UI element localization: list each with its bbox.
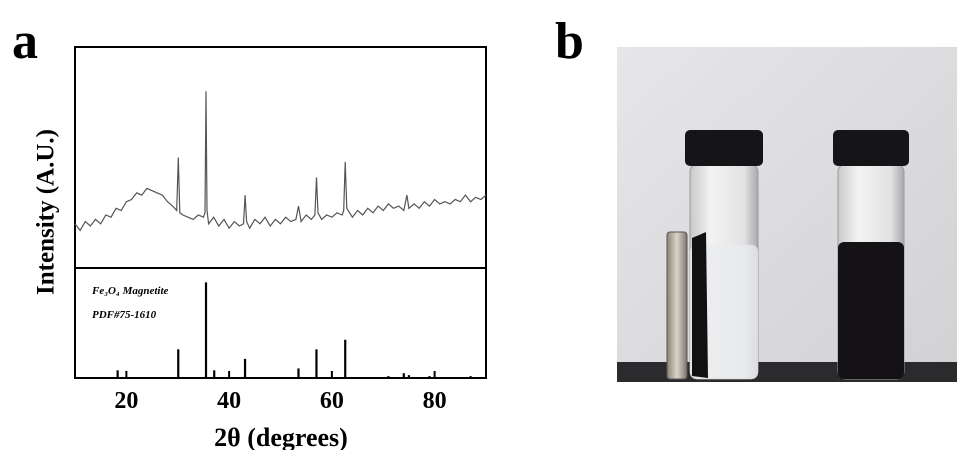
x-tick-label: 40	[217, 388, 241, 414]
annotation: PDF#75-1610	[92, 309, 157, 321]
panel-label: b	[555, 13, 584, 70]
x-tick-label: 80	[423, 388, 447, 414]
photo	[617, 47, 957, 382]
plot-frame	[74, 46, 487, 379]
x-tick-label: 20	[114, 388, 138, 414]
x-axis-label: 2θ (degrees)	[214, 423, 348, 450]
x-tick-label: 60	[320, 388, 344, 414]
pattern-line	[74, 91, 487, 232]
y-axis-label: Intensity (A.U.)	[33, 129, 60, 295]
annotation: Fe₃O₄ Magnetite	[91, 285, 169, 297]
panel-label: a	[12, 13, 38, 70]
